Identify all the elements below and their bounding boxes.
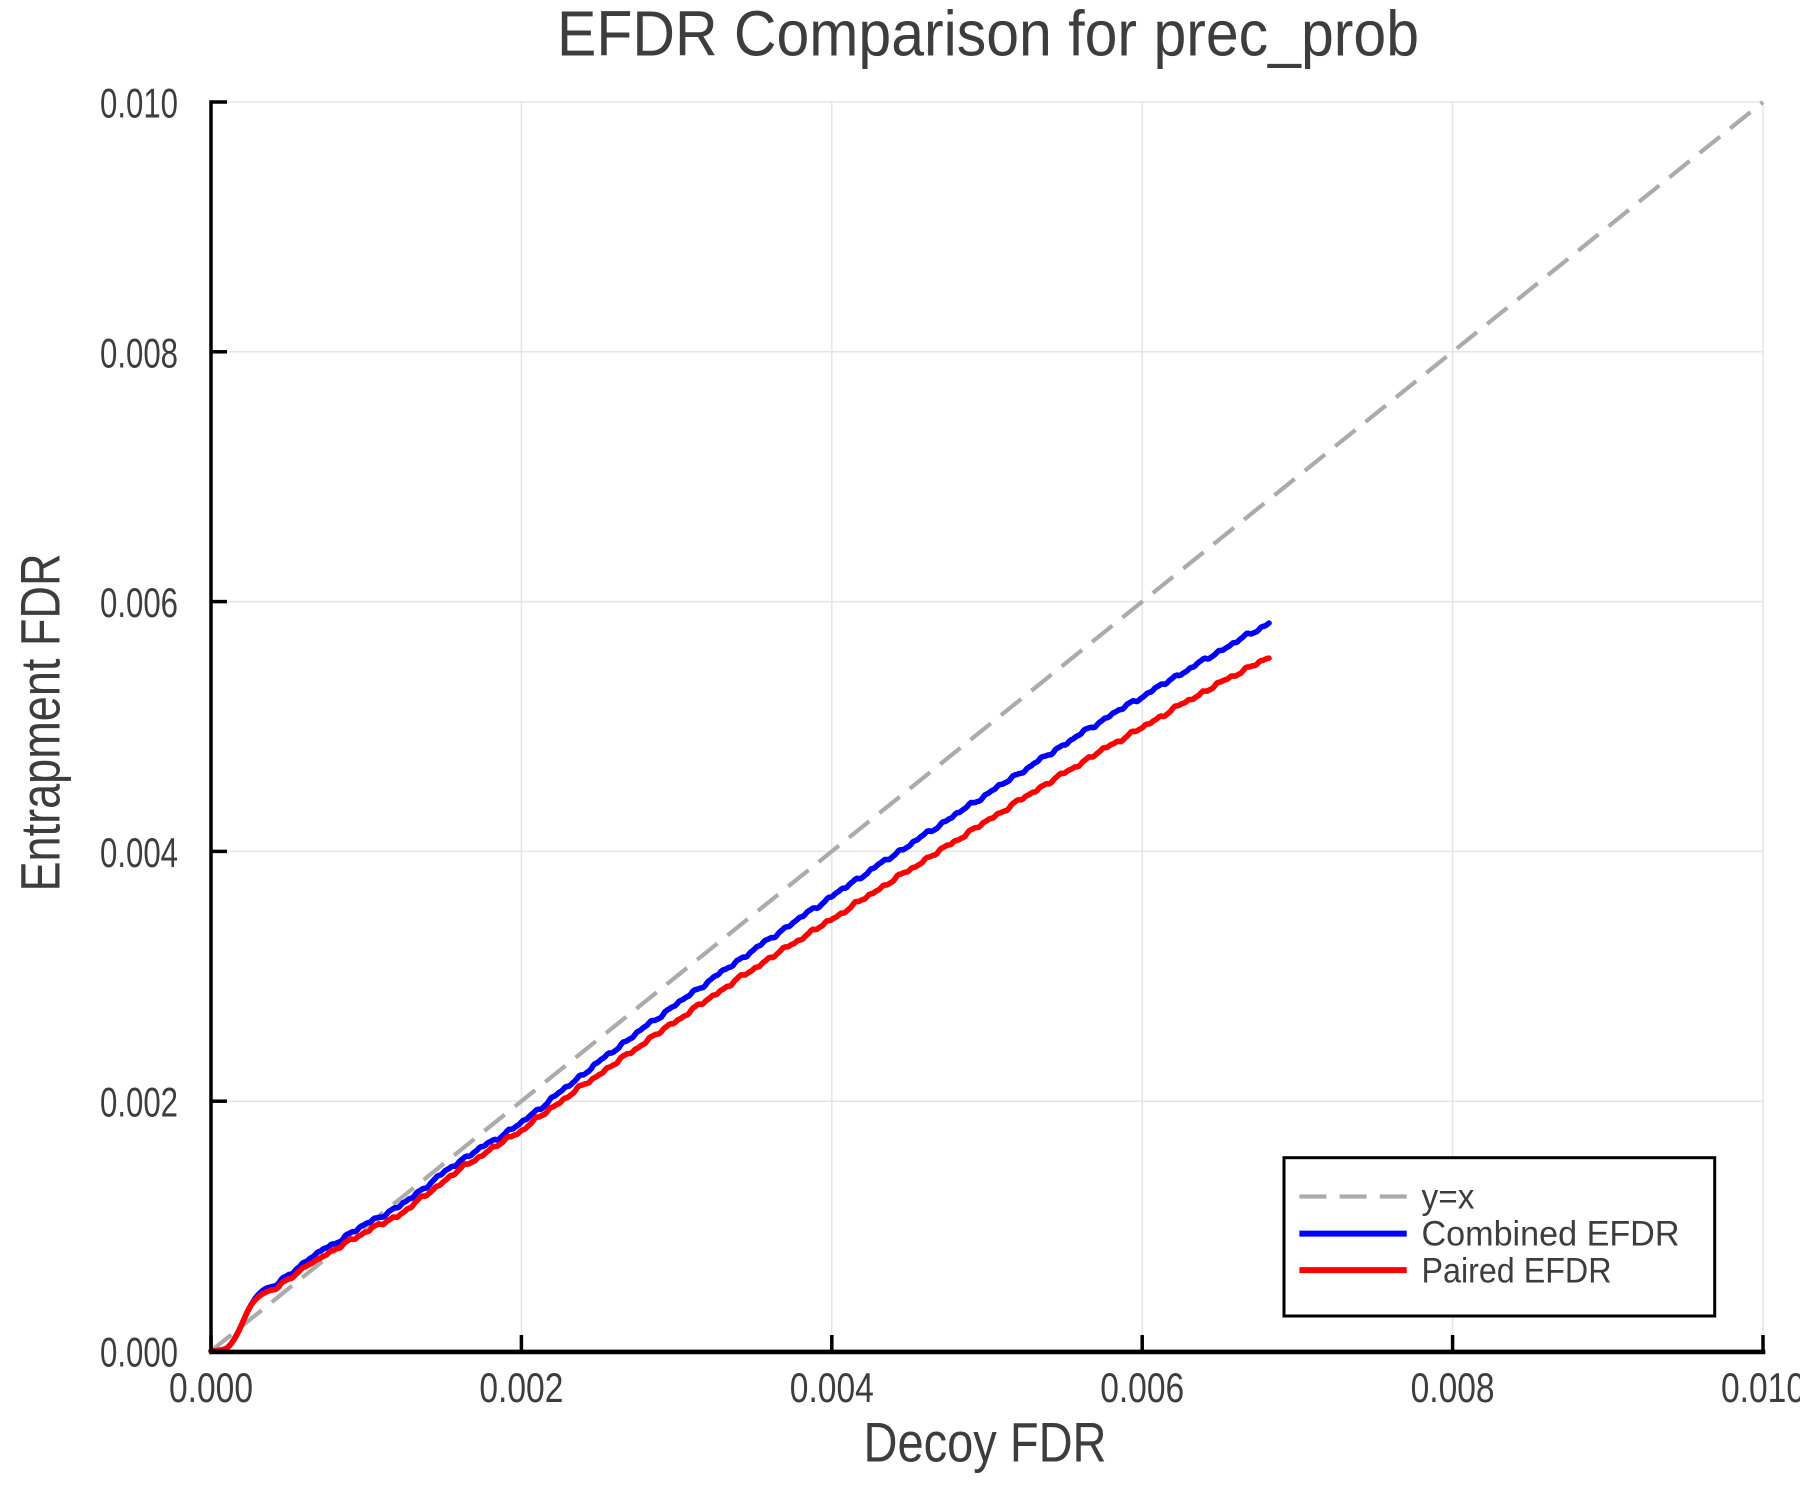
svg-text:0.006: 0.006 <box>1100 1364 1184 1411</box>
svg-text:0.008: 0.008 <box>1411 1364 1495 1411</box>
svg-text:0.008: 0.008 <box>100 329 178 376</box>
svg-text:0.010: 0.010 <box>100 80 178 127</box>
svg-text:0.000: 0.000 <box>169 1364 253 1411</box>
svg-text:0.002: 0.002 <box>100 1079 178 1126</box>
svg-text:EFDR Comparison for prec_prob: EFDR Comparison for prec_prob <box>557 0 1419 70</box>
svg-text:0.010: 0.010 <box>1721 1364 1800 1411</box>
svg-text:Combined EFDR: Combined EFDR <box>1422 1215 1680 1254</box>
svg-text:Paired EFDR: Paired EFDR <box>1422 1251 1612 1290</box>
svg-text:0.006: 0.006 <box>100 579 178 626</box>
svg-text:Decoy FDR: Decoy FDR <box>864 1411 1107 1474</box>
svg-text:0.004: 0.004 <box>790 1364 874 1411</box>
svg-text:0.000: 0.000 <box>100 1329 178 1376</box>
svg-text:0.002: 0.002 <box>479 1364 563 1411</box>
svg-text:y=x: y=x <box>1422 1178 1475 1217</box>
svg-text:Entrapment FDR: Entrapment FDR <box>9 554 72 892</box>
svg-text:0.004: 0.004 <box>100 829 178 876</box>
